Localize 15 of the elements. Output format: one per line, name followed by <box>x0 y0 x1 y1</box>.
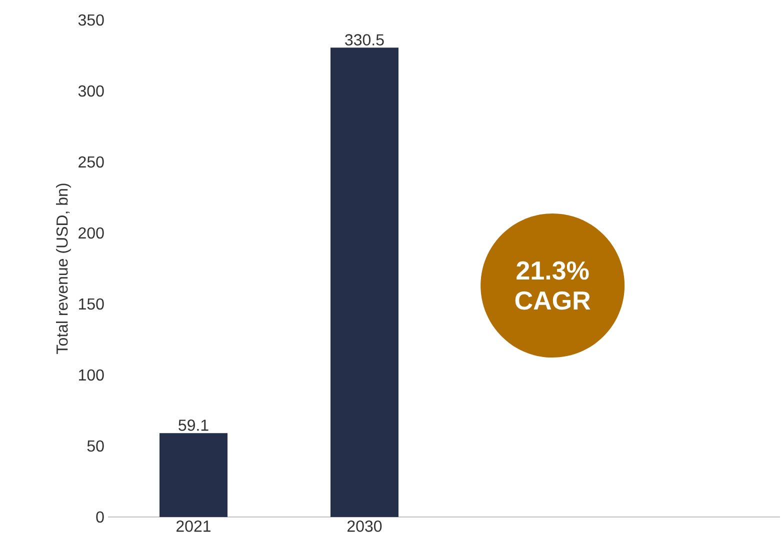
text: 21.3% <box>516 261 589 280</box>
y-tick-label: 200 <box>78 227 104 239</box>
x-tick-label: 2021 <box>176 520 210 532</box>
x-tick-label: 2030 <box>347 520 382 532</box>
y-tick-label: 150 <box>79 298 104 310</box>
y-tick-label: 0 <box>96 511 104 523</box>
y-tick-label: 250 <box>78 156 104 168</box>
y-tick-label: 100 <box>79 369 104 381</box>
y-tick-label: 300 <box>78 85 104 97</box>
data-label: 330.5 <box>345 34 384 46</box>
y-tick-label: 350 <box>78 14 104 26</box>
y-axis-title: Total revenue (USD, bn) <box>56 184 71 354</box>
y-tick-label: 50 <box>87 440 104 452</box>
data-label: 59.1 <box>178 420 208 431</box>
text: CAGR <box>515 291 590 310</box>
